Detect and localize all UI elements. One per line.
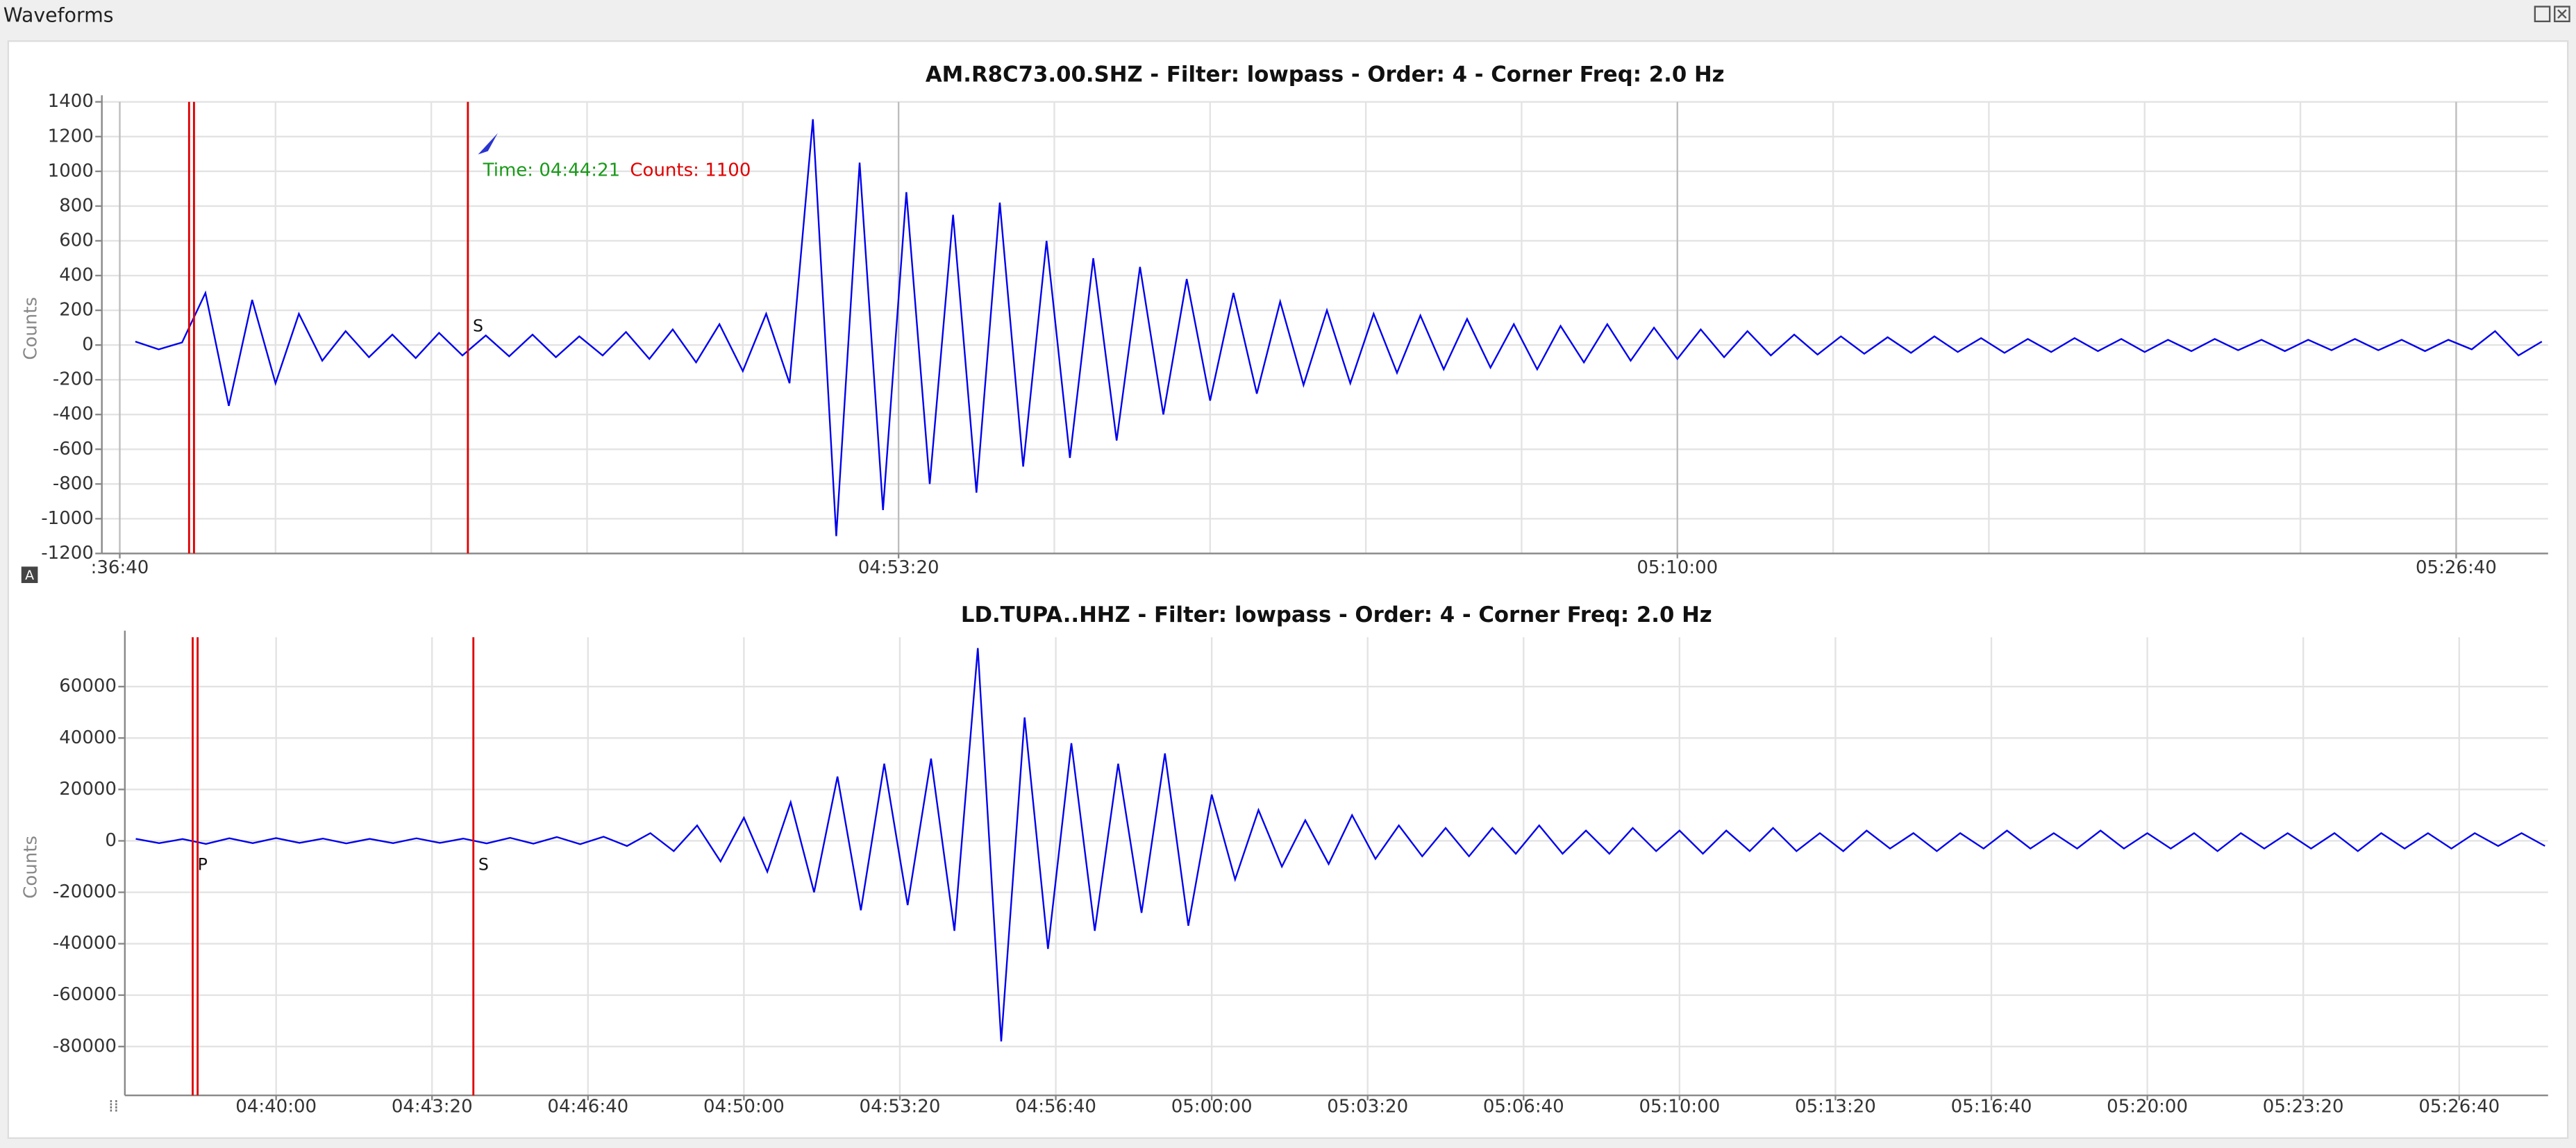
y-tick-label: -1000 [41, 508, 94, 529]
y-tick-label: 40000 [59, 727, 117, 748]
x-tick-label: 05:13:20 [1795, 1096, 1876, 1117]
window-title: Waveforms [3, 4, 114, 27]
float-button[interactable] [2534, 6, 2551, 22]
y-tick-label: -20000 [53, 881, 117, 902]
tooltip-counts: Counts: 1100 [630, 160, 751, 181]
x-tick-label: 04:46:40 [547, 1096, 628, 1117]
y-tick-label: 200 [59, 300, 94, 321]
pick-label: S [473, 316, 483, 335]
pick-label: S [478, 854, 489, 874]
y-tick-label: 60000 [59, 676, 117, 697]
chart-title: LD.TUPA..HHZ - Filter: lowpass - Order: … [961, 602, 1712, 627]
x-tick-label: 05:23:20 [2263, 1096, 2344, 1117]
y-tick-label: -40000 [53, 933, 117, 954]
y-tick-label: -800 [53, 473, 94, 494]
tooltip-time: Time: 04:44:21 [483, 160, 621, 181]
x-tick-label: 05:10:00 [1639, 1096, 1720, 1117]
drag-handle[interactable]: ⁞⁞ [108, 1096, 119, 1115]
close-button[interactable] [2554, 6, 2570, 22]
x-tick-label: 05:03:20 [1327, 1096, 1408, 1117]
y-axis-label: Counts [20, 836, 41, 899]
x-tick-label: 05:26:40 [2416, 557, 2497, 578]
y-tick-label: -1200 [41, 543, 94, 564]
x-tick-label: 05:00:00 [1171, 1096, 1253, 1117]
charts: AM.R8C73.00.SHZ - Filter: lowpass - Orde… [20, 62, 2548, 1117]
x-tick-label: 05:16:40 [1951, 1096, 2032, 1117]
y-tick-label: -600 [53, 439, 94, 459]
y-tick-label: 800 [59, 195, 94, 216]
y-tick-label: 1400 [48, 91, 94, 112]
pick-label: P [198, 854, 208, 874]
y-axis-label: Counts [20, 297, 41, 360]
auto-scale-button[interactable] [21, 566, 38, 584]
x-tick-label: 04:40:00 [235, 1096, 317, 1117]
x-tick-label: 05:10:00 [1637, 557, 1718, 578]
waveform-panel [7, 40, 2569, 1139]
x-tick-label: 05:06:40 [1483, 1096, 1564, 1117]
y-tick-label: -400 [53, 404, 94, 425]
waveform [135, 648, 2545, 1042]
y-tick-label: 0 [105, 830, 117, 851]
y-tick-label: 600 [59, 230, 94, 251]
cursor-icon [478, 133, 498, 155]
x-tick-label: 04:56:40 [1015, 1096, 1096, 1117]
y-tick-label: -60000 [53, 984, 117, 1005]
y-tick-label: 1000 [48, 160, 94, 181]
auto-scale-icon: A [25, 568, 34, 583]
y-tick-label: 20000 [59, 779, 117, 800]
x-tick-label: :36:40 [91, 557, 149, 578]
y-tick-label: 1200 [48, 126, 94, 146]
x-tick-label: 04:43:20 [392, 1096, 473, 1117]
waveform [135, 119, 2543, 537]
x-tick-label: 05:26:40 [2418, 1096, 2500, 1117]
close-icon [2557, 9, 2567, 19]
y-tick-label: 0 [82, 335, 94, 355]
x-tick-label: 04:53:20 [858, 557, 939, 578]
y-tick-label: -80000 [53, 1036, 117, 1056]
y-tick-label: -200 [53, 369, 94, 390]
x-tick-label: 04:53:20 [860, 1096, 941, 1117]
chart-title: AM.R8C73.00.SHZ - Filter: lowpass - Orde… [926, 62, 1725, 87]
x-tick-label: 05:20:00 [2107, 1096, 2188, 1117]
y-tick-label: 400 [59, 265, 94, 286]
x-tick-label: 04:50:00 [703, 1096, 785, 1117]
